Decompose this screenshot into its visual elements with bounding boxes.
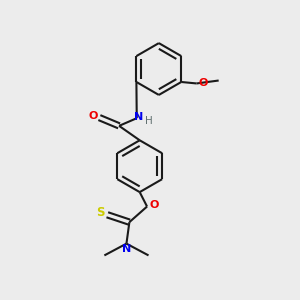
Text: N: N (134, 112, 143, 122)
Text: H: H (145, 116, 153, 126)
Text: S: S (96, 206, 104, 219)
Text: O: O (198, 78, 208, 88)
Text: O: O (149, 200, 158, 210)
Text: O: O (89, 110, 98, 121)
Text: N: N (122, 244, 131, 254)
